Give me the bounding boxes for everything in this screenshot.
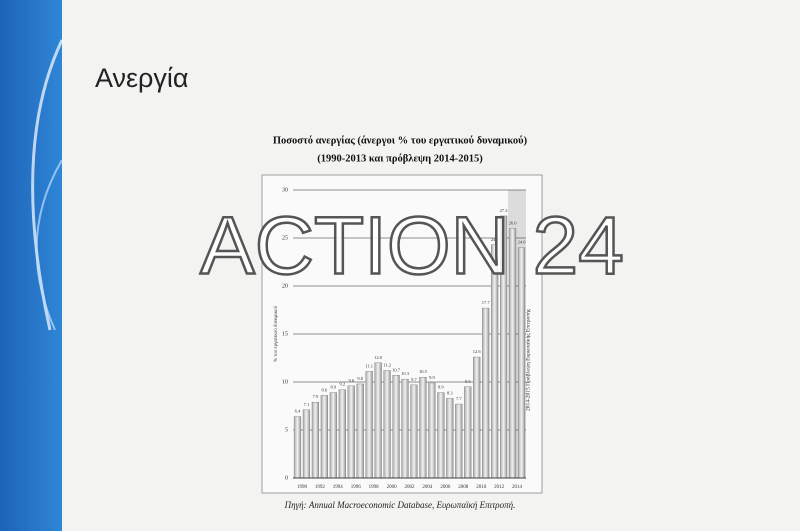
value-label: 9.6 bbox=[348, 378, 354, 383]
value-label: 9.2 bbox=[339, 382, 345, 387]
y-tick-label: 25 bbox=[282, 235, 288, 241]
value-label: 9.7 bbox=[411, 377, 417, 382]
value-label: 12.6 bbox=[473, 349, 482, 354]
bar bbox=[473, 356, 481, 479]
bar bbox=[401, 378, 409, 479]
x-tick-label: 1992 bbox=[315, 485, 326, 490]
value-label: 9.8 bbox=[357, 376, 363, 381]
bar bbox=[410, 384, 418, 479]
y-tick-label: 30 bbox=[282, 187, 288, 193]
bar bbox=[365, 371, 373, 479]
watermark: ACTION 24 bbox=[200, 201, 624, 292]
bar bbox=[446, 398, 454, 479]
value-label: 8.3 bbox=[447, 390, 453, 395]
value-label: 7.7 bbox=[456, 396, 462, 401]
bar bbox=[293, 416, 302, 479]
chart-subtitle: (1990-2013 και πρόβλεψη 2014-2015) bbox=[317, 153, 483, 164]
value-label: 10.5 bbox=[419, 369, 428, 374]
bar bbox=[356, 383, 364, 479]
x-tick-label: 1998 bbox=[369, 485, 380, 490]
bar bbox=[455, 403, 463, 479]
y-tick-label: 0 bbox=[285, 475, 288, 481]
value-label: 11.2 bbox=[383, 363, 391, 368]
value-label: 6.4 bbox=[295, 409, 301, 414]
y-tick-label: 15 bbox=[282, 331, 288, 337]
side-swoosh bbox=[35, 159, 63, 331]
bar bbox=[347, 385, 355, 479]
x-tick-label: 2008 bbox=[458, 485, 469, 490]
value-label: 8.9 bbox=[331, 385, 337, 390]
bar bbox=[464, 386, 472, 479]
forecast-note: 2014-2015 Πρόβλεψη Ευρωπαϊκής Επιτροπής bbox=[525, 308, 531, 411]
bar bbox=[428, 382, 436, 479]
chart-title: Ποσοστό ανεργίας (άνεργοι % του εργατικο… bbox=[273, 135, 528, 146]
value-label: 17.7 bbox=[482, 300, 491, 305]
y-tick-label: 10 bbox=[282, 379, 288, 385]
value-label: 24.0 bbox=[518, 240, 527, 245]
value-label: 12.0 bbox=[374, 355, 383, 360]
source-note: Πηγή: Annual Macroeconomic Database, Ευρ… bbox=[284, 500, 516, 510]
value-label: 10.7 bbox=[392, 367, 401, 372]
value-label: 27.3 bbox=[500, 208, 509, 213]
plot: 05101520253019906.47.119927.98.619948.99… bbox=[282, 187, 526, 490]
x-tick-label: 1994 bbox=[333, 485, 344, 490]
bar bbox=[320, 395, 328, 479]
bar bbox=[383, 370, 391, 479]
slide-title: Ανεργία bbox=[95, 63, 189, 93]
x-tick-label: 2006 bbox=[440, 485, 451, 490]
value-label: 8.9 bbox=[438, 385, 444, 390]
bar bbox=[374, 362, 382, 479]
value-label: 10.3 bbox=[401, 371, 410, 376]
x-tick-label: 2012 bbox=[494, 485, 505, 490]
x-tick-label: 1990 bbox=[297, 485, 308, 490]
x-tick-label: 2004 bbox=[422, 485, 433, 490]
y-tick-label: 5 bbox=[285, 427, 288, 433]
x-tick-label: 2010 bbox=[476, 485, 487, 490]
y-axis-label: % του εργατικού δυναμικού bbox=[274, 305, 279, 362]
value-label: 8.6 bbox=[322, 387, 328, 392]
value-label: 7.9 bbox=[313, 394, 319, 399]
bar bbox=[311, 401, 320, 479]
value-label: 9.5 bbox=[465, 379, 471, 384]
bar bbox=[482, 307, 490, 479]
value-label: 7.1 bbox=[304, 402, 310, 407]
value-label: 11.1 bbox=[365, 363, 373, 368]
bar bbox=[392, 375, 400, 479]
bar bbox=[437, 392, 445, 479]
x-tick-label: 2014 bbox=[512, 485, 523, 490]
value-label: 24.3 bbox=[491, 237, 500, 242]
x-tick-label: 2002 bbox=[405, 485, 416, 490]
side-band bbox=[0, 0, 62, 531]
bar bbox=[419, 377, 427, 479]
x-tick-label: 1996 bbox=[351, 485, 362, 490]
bar bbox=[329, 392, 337, 479]
value-label: 9.9 bbox=[429, 375, 435, 380]
bar bbox=[302, 409, 311, 479]
y-tick-label: 20 bbox=[282, 283, 288, 289]
bar bbox=[338, 389, 346, 479]
value-label: 26.0 bbox=[509, 220, 518, 225]
x-tick-label: 2000 bbox=[387, 485, 398, 490]
